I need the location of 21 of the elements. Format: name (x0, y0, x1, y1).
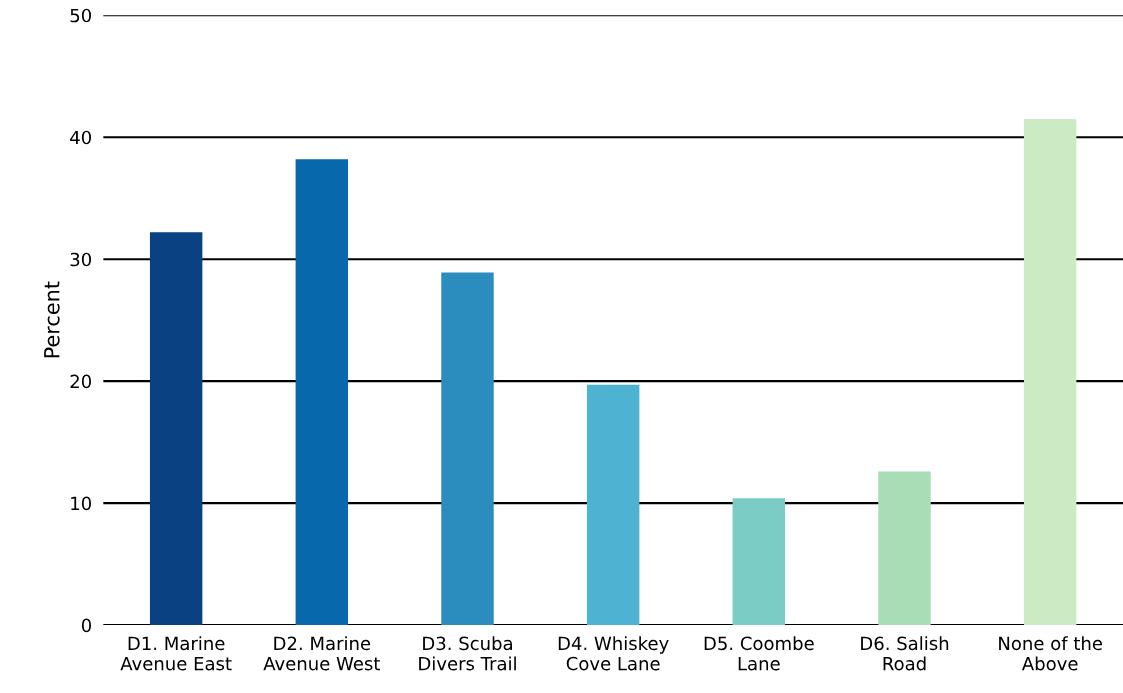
x-tick-label: D2. Marine Avenue West (263, 636, 380, 671)
bar (295, 159, 349, 626)
bar (1023, 118, 1077, 626)
x-tick-label: D3. Scuba Divers Trail (419, 636, 516, 671)
bar (586, 384, 640, 626)
x-tick-label: D1. Marine Avenue East (120, 636, 232, 671)
x-tick-label: D6. Salish Road (861, 636, 949, 671)
x-tick-label: D4. Whiskey Cove Lane (558, 636, 669, 671)
bar (878, 471, 931, 626)
bar (732, 498, 786, 626)
y-tick-label: 10 (71, 496, 92, 511)
bar (441, 272, 494, 626)
y-tick-label: 30 (70, 252, 92, 267)
bar (149, 232, 203, 626)
y-tick-label: 20 (70, 374, 92, 389)
y-axis-title: Percent (44, 281, 60, 358)
y-tick-label: 0 (81, 618, 92, 633)
x-tick-label: None of the Above (999, 636, 1103, 671)
y-tick-label: 40 (70, 130, 92, 145)
x-tick-label: D5. Coombe Lane (704, 636, 814, 671)
y-tick-label: 50 (70, 8, 92, 23)
